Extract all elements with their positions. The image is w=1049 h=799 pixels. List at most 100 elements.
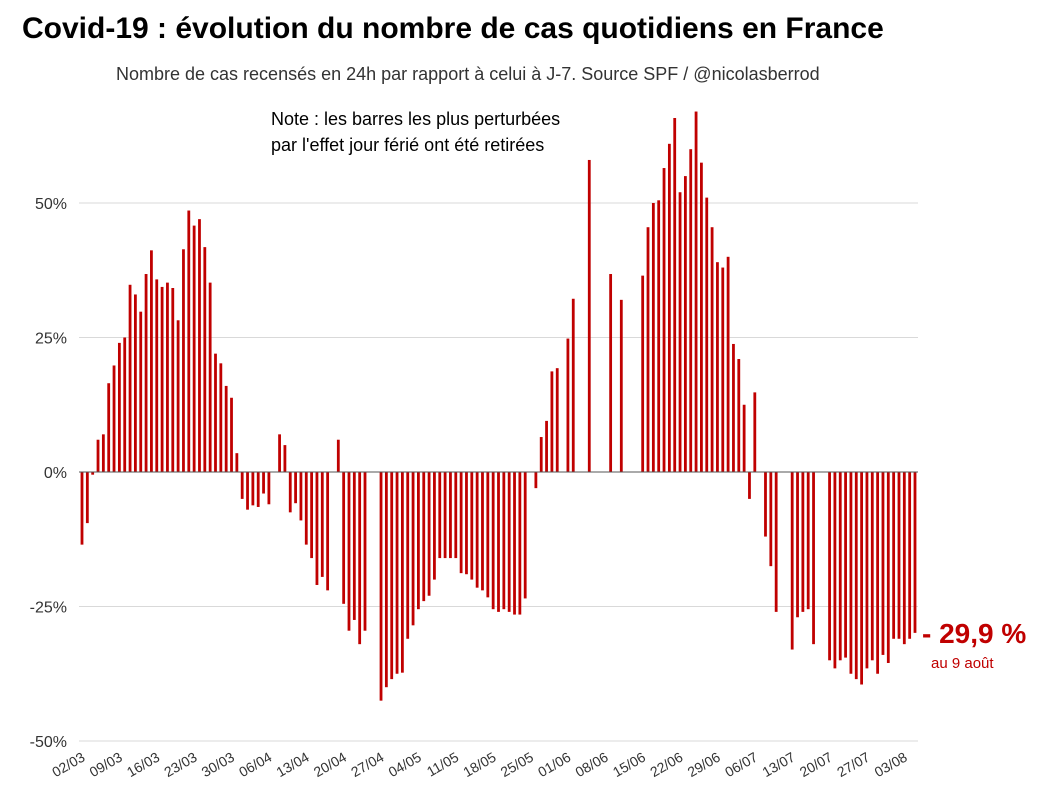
bar bbox=[876, 472, 880, 674]
x-tick-label: 09/03 bbox=[87, 749, 126, 780]
bar bbox=[513, 472, 516, 615]
bar bbox=[870, 472, 874, 661]
bar bbox=[539, 437, 543, 472]
bar bbox=[678, 192, 682, 473]
bar bbox=[262, 472, 265, 494]
bar bbox=[160, 286, 164, 472]
bar bbox=[550, 371, 554, 472]
chart-subtitle: Nombre de cas recensés en 24h par rappor… bbox=[116, 64, 820, 84]
latest-date-label: au 9 août bbox=[931, 655, 994, 672]
bar bbox=[91, 472, 95, 475]
bar bbox=[700, 162, 703, 472]
x-axis-ticks: 02/03 09/03 16/03 23/03 30/03 06/04 13/04 20/04… bbox=[49, 749, 910, 780]
x-tick-label: 13/07 bbox=[759, 749, 798, 780]
bar bbox=[764, 472, 767, 537]
bar bbox=[379, 472, 383, 701]
bar bbox=[683, 176, 687, 472]
bar bbox=[224, 385, 228, 472]
bar bbox=[203, 247, 207, 472]
x-tick-label: 11/05 bbox=[424, 749, 462, 780]
bars bbox=[80, 111, 917, 701]
bar bbox=[117, 342, 121, 472]
bar bbox=[326, 472, 330, 591]
bar bbox=[449, 472, 452, 559]
bar bbox=[299, 472, 303, 521]
bar bbox=[176, 320, 180, 472]
bar bbox=[742, 404, 746, 472]
bar bbox=[166, 282, 169, 472]
bar bbox=[838, 472, 842, 661]
bar bbox=[609, 274, 613, 472]
note-line-1: Note : les barres les plus perturbées bbox=[271, 109, 560, 129]
bar bbox=[748, 472, 751, 499]
bar bbox=[107, 383, 111, 472]
x-tick-label: 20/07 bbox=[797, 749, 836, 780]
bar bbox=[256, 472, 260, 507]
note: Note : les barres les plus perturbées pa… bbox=[271, 109, 560, 155]
bar bbox=[908, 472, 912, 639]
bar bbox=[235, 453, 239, 472]
x-tick-label: 30/03 bbox=[199, 749, 238, 780]
bar bbox=[219, 363, 223, 472]
bar bbox=[315, 472, 319, 585]
x-tick-label: 06/07 bbox=[722, 749, 761, 780]
bar bbox=[689, 149, 693, 472]
bar bbox=[475, 472, 479, 588]
bar bbox=[310, 472, 314, 559]
y-tick-label: -25% bbox=[30, 600, 67, 617]
bar bbox=[336, 439, 340, 472]
bar bbox=[192, 225, 196, 472]
bar bbox=[518, 472, 522, 615]
x-tick-label: 15/06 bbox=[610, 749, 649, 780]
bar bbox=[790, 472, 794, 650]
bar bbox=[171, 288, 175, 472]
bar bbox=[230, 397, 233, 472]
bar bbox=[523, 472, 527, 599]
bar bbox=[465, 472, 468, 575]
bar bbox=[187, 210, 191, 473]
bar bbox=[732, 343, 735, 472]
bar bbox=[587, 159, 591, 472]
bar bbox=[443, 472, 447, 559]
x-tick-label: 27/07 bbox=[834, 749, 873, 780]
bar bbox=[208, 282, 212, 472]
bar bbox=[833, 472, 837, 669]
x-tick-label: 06/04 bbox=[236, 749, 275, 780]
x-tick-label: 29/06 bbox=[685, 749, 724, 780]
bar bbox=[438, 472, 442, 559]
bar bbox=[101, 434, 105, 472]
x-tick-label: 25/05 bbox=[498, 749, 537, 780]
bar bbox=[646, 227, 650, 472]
bar bbox=[123, 337, 127, 472]
bar bbox=[128, 284, 132, 472]
bar bbox=[806, 472, 810, 610]
y-tick-label: 25% bbox=[35, 331, 67, 348]
bar bbox=[667, 143, 671, 472]
bar bbox=[726, 256, 730, 472]
bar bbox=[155, 279, 159, 472]
bar bbox=[246, 472, 249, 510]
bar bbox=[913, 472, 917, 633]
bar bbox=[812, 472, 815, 645]
bar bbox=[342, 472, 346, 604]
bar bbox=[96, 439, 100, 472]
x-tick-label: 08/06 bbox=[572, 749, 611, 780]
bar bbox=[294, 472, 297, 504]
bar bbox=[886, 472, 890, 663]
bar bbox=[497, 472, 500, 612]
bar bbox=[433, 472, 436, 580]
bar bbox=[545, 420, 548, 472]
bar bbox=[865, 472, 869, 669]
bar bbox=[454, 472, 458, 559]
bar bbox=[844, 472, 847, 658]
latest-value-label: - 29,9 % bbox=[922, 618, 1026, 649]
bar bbox=[384, 472, 388, 688]
bar bbox=[619, 299, 623, 472]
bar bbox=[774, 472, 778, 612]
bar bbox=[422, 472, 426, 602]
bar bbox=[278, 434, 281, 472]
bar bbox=[417, 472, 420, 610]
bar bbox=[352, 472, 356, 620]
bar bbox=[358, 472, 362, 645]
